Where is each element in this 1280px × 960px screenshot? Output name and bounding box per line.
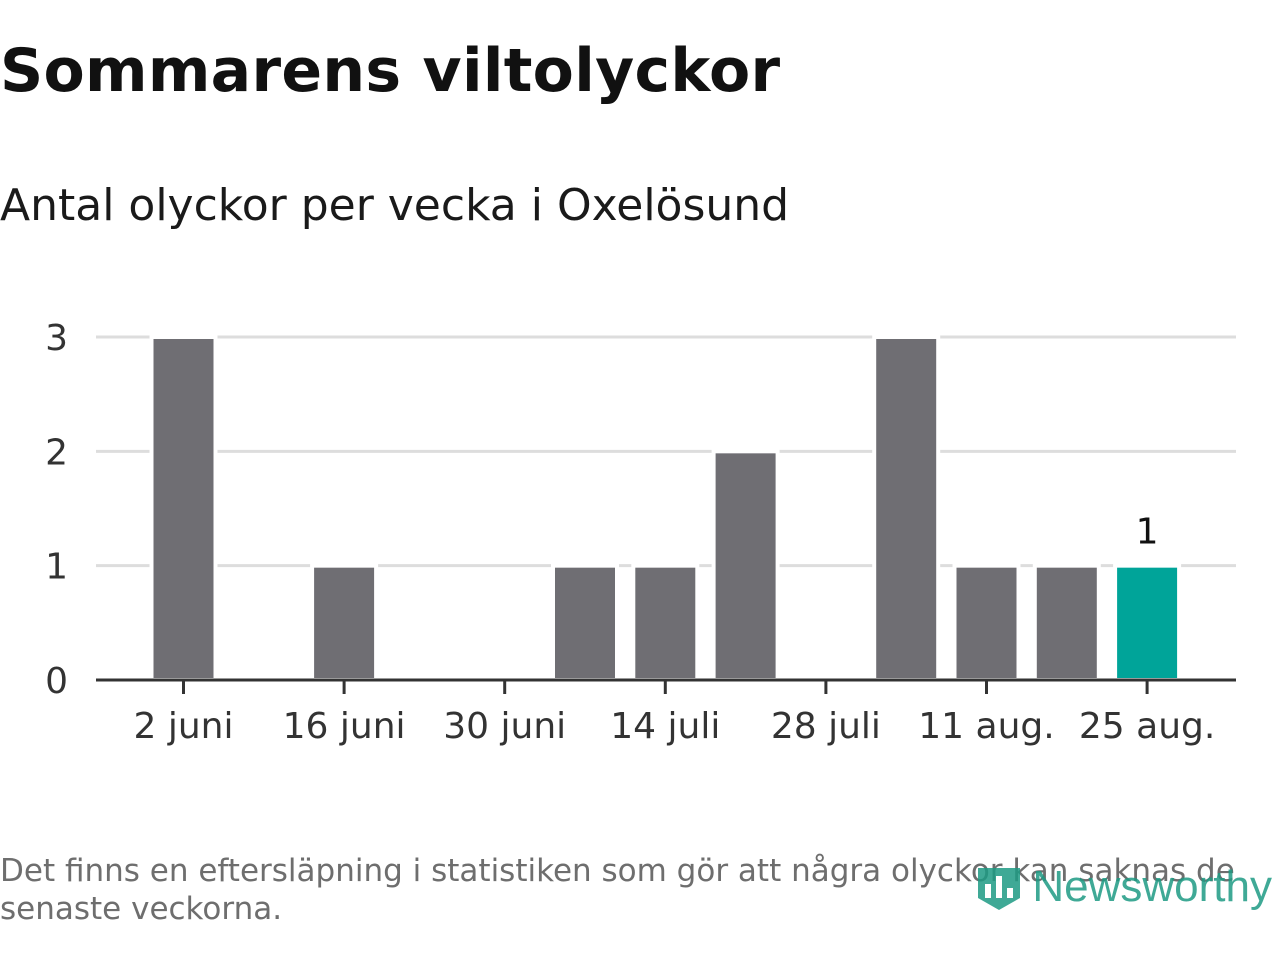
chart-subtitle: Antal olyckor per vecka i Oxelösund — [0, 180, 790, 231]
x-tick-label: 16 juni — [283, 706, 406, 747]
y-tick-label: 3 — [45, 318, 68, 359]
x-tick-label: 28 juli — [771, 706, 881, 747]
x-axis: 2 juni 16 juni 30 juni 14 juli 28 juli 11 aug… — [96, 678, 1236, 747]
x-tick-label: 2 juni — [134, 706, 234, 747]
bar — [872, 335, 941, 682]
footnote: Det finns en eftersläpning i statistiken… — [0, 853, 1235, 927]
y-axis-labels: 0 1 2 3 — [45, 318, 68, 702]
bar — [631, 563, 700, 683]
x-tick-label: 25 aug. — [1079, 706, 1215, 747]
data-labels: 1 — [1136, 512, 1159, 553]
chart-title: Sommarens viltolyckor — [0, 36, 781, 106]
data-label: 1 — [1136, 512, 1159, 553]
x-tick-label: 11 aug. — [918, 706, 1054, 747]
bar — [1113, 563, 1182, 683]
bar-chart: 0 1 2 3 2 juni 16 juni 30 juni 14 juli 28 juli 1… — [45, 318, 1236, 747]
bar — [711, 449, 780, 683]
bars — [149, 335, 1182, 683]
bar-chart-shield-icon — [978, 868, 1021, 910]
bar — [310, 563, 379, 683]
brand-logo: Newsworthy — [974, 862, 1272, 912]
brand-name: Newsworthy — [1032, 862, 1272, 911]
x-tick-label: 14 juli — [610, 706, 720, 747]
bar — [1032, 563, 1101, 683]
y-tick-label: 1 — [45, 547, 68, 588]
x-tick-label: 30 juni — [443, 706, 566, 747]
bar — [149, 335, 218, 682]
bar — [551, 563, 619, 683]
grid-lines — [96, 335, 1236, 568]
bar — [952, 563, 1021, 683]
y-tick-label: 0 — [45, 661, 68, 702]
y-tick-label: 2 — [45, 432, 68, 473]
